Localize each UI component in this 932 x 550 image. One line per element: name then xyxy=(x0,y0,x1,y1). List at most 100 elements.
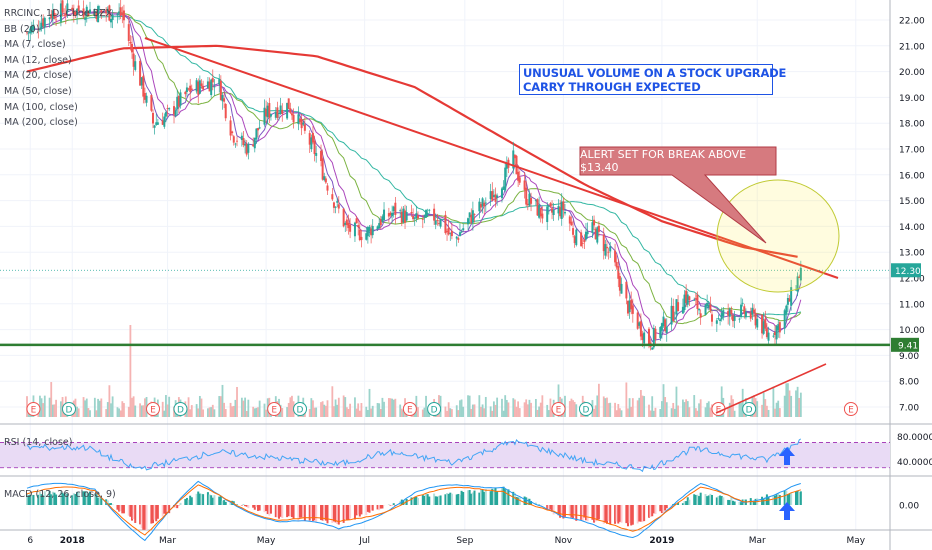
candle-down[interactable] xyxy=(26,32,28,34)
candle-down[interactable] xyxy=(765,328,768,337)
earnings-marker[interactable] xyxy=(267,402,282,416)
candle-down[interactable] xyxy=(161,120,164,125)
candle-up[interactable] xyxy=(195,80,198,92)
candle-up[interactable] xyxy=(471,210,474,223)
candle-down[interactable] xyxy=(594,228,597,240)
candle-up[interactable] xyxy=(30,26,33,33)
alert-callout-text[interactable]: ALERT SET FOR BREAK ABOVE $13.40 xyxy=(580,148,747,174)
candle-down[interactable] xyxy=(321,158,324,180)
candle-down[interactable] xyxy=(143,92,146,100)
candle-up[interactable] xyxy=(368,226,371,232)
candle-down[interactable] xyxy=(526,203,529,206)
candle-down[interactable] xyxy=(631,305,634,314)
candle-up[interactable] xyxy=(698,309,701,311)
candle-down[interactable] xyxy=(53,12,56,19)
candle-up[interactable] xyxy=(659,327,662,338)
candle-up[interactable] xyxy=(591,222,594,233)
candle-down[interactable] xyxy=(618,276,621,291)
candle-down[interactable] xyxy=(63,15,66,16)
candle-down[interactable] xyxy=(320,150,323,162)
candle-down[interactable] xyxy=(559,207,562,217)
earnings-marker[interactable] xyxy=(843,402,858,416)
candle-down[interactable] xyxy=(292,114,295,123)
candle-down[interactable] xyxy=(150,95,153,111)
candle-up[interactable] xyxy=(777,324,780,331)
legend-item-ma12[interactable]: MA (12, close) xyxy=(4,54,72,66)
candle-down[interactable] xyxy=(71,7,74,10)
candle-down[interactable] xyxy=(347,222,350,229)
candle-down[interactable] xyxy=(636,312,639,329)
candle-down[interactable] xyxy=(412,215,415,220)
candle-up[interactable] xyxy=(751,307,754,315)
candle-down[interactable] xyxy=(74,11,77,15)
candle-up[interactable] xyxy=(255,128,258,140)
candle-down[interactable] xyxy=(300,119,303,129)
dividend-marker[interactable] xyxy=(578,402,593,416)
legend-item-bb[interactable]: BB (20) xyxy=(4,23,40,35)
candle-down[interactable] xyxy=(105,10,108,14)
candle-down[interactable] xyxy=(761,315,764,334)
candle-up[interactable] xyxy=(785,305,788,314)
candle-up[interactable] xyxy=(344,222,347,225)
candle-down[interactable] xyxy=(630,299,633,310)
candle-up[interactable] xyxy=(371,225,374,236)
candle-down[interactable] xyxy=(479,204,482,208)
candle-down[interactable] xyxy=(539,207,542,217)
candle-down[interactable] xyxy=(410,211,413,214)
candle-down[interactable] xyxy=(197,81,200,95)
candle-up[interactable] xyxy=(84,18,87,20)
candle-up[interactable] xyxy=(609,246,612,252)
candle-up[interactable] xyxy=(643,332,646,344)
candle-up[interactable] xyxy=(560,201,563,219)
candle-up[interactable] xyxy=(528,193,531,206)
candle-up[interactable] xyxy=(383,209,386,221)
candle-down[interactable] xyxy=(709,304,712,311)
candle-up[interactable] xyxy=(323,176,326,181)
candle-down[interactable] xyxy=(677,302,680,312)
candle-down[interactable] xyxy=(42,18,45,26)
candle-up[interactable] xyxy=(336,201,339,203)
candle-down[interactable] xyxy=(290,113,293,116)
candle-up[interactable] xyxy=(106,8,109,13)
candle-down[interactable] xyxy=(447,227,450,235)
candle-up[interactable] xyxy=(315,153,318,156)
candle-down[interactable] xyxy=(108,5,111,21)
candle-up[interactable] xyxy=(686,294,689,305)
candle-down[interactable] xyxy=(299,118,302,122)
candle-down[interactable] xyxy=(219,80,222,101)
candle-up[interactable] xyxy=(722,310,725,317)
candle-down[interactable] xyxy=(332,202,335,208)
candle-up[interactable] xyxy=(176,96,179,110)
candle-up[interactable] xyxy=(596,227,599,243)
candle-up[interactable] xyxy=(279,105,282,115)
candle-up[interactable] xyxy=(426,213,429,215)
candle-up[interactable] xyxy=(478,201,481,212)
candle-down[interactable] xyxy=(570,221,573,226)
candle-down[interactable] xyxy=(473,214,476,215)
candle-down[interactable] xyxy=(173,106,176,115)
candle-down[interactable] xyxy=(615,261,618,268)
candle-up[interactable] xyxy=(93,10,96,14)
candle-up[interactable] xyxy=(376,226,379,230)
candle-down[interactable] xyxy=(231,131,234,134)
candle-up[interactable] xyxy=(675,299,678,315)
candle-up[interactable] xyxy=(51,10,54,20)
candle-down[interactable] xyxy=(421,219,424,220)
candle-down[interactable] xyxy=(289,108,292,113)
candle-up[interactable] xyxy=(89,9,92,13)
candle-down[interactable] xyxy=(536,199,539,216)
candle-up[interactable] xyxy=(707,304,710,308)
candle-down[interactable] xyxy=(444,214,447,234)
candle-down[interactable] xyxy=(357,225,360,228)
candle-down[interactable] xyxy=(189,85,192,92)
candle-up[interactable] xyxy=(683,294,686,311)
candle-up[interactable] xyxy=(32,24,35,30)
candle-down[interactable] xyxy=(236,140,239,142)
candle-down[interactable] xyxy=(457,238,460,240)
candle-down[interactable] xyxy=(242,137,245,145)
candle-down[interactable] xyxy=(326,185,329,191)
candle-down[interactable] xyxy=(308,133,311,145)
candle-up[interactable] xyxy=(492,195,495,197)
candle-up[interactable] xyxy=(741,302,744,304)
candle-up[interactable] xyxy=(796,276,799,292)
